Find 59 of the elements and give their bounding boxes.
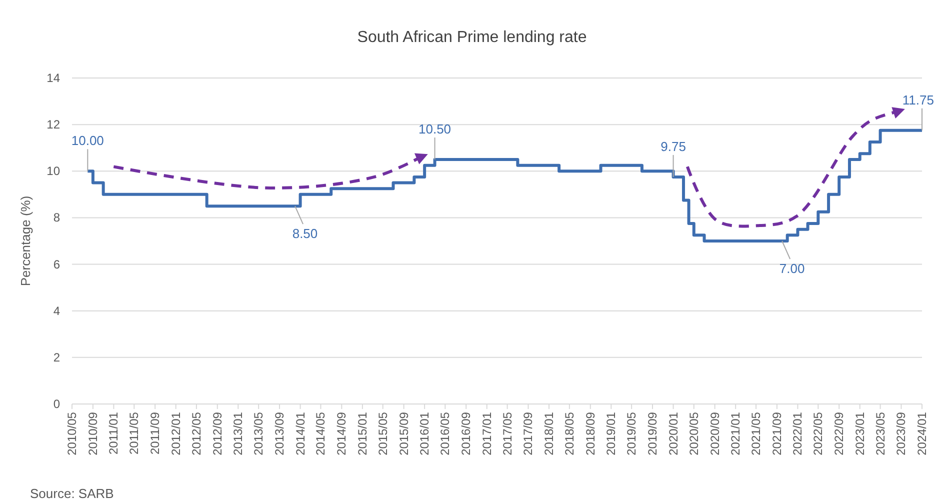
x-tick-label: 2011/05 <box>127 412 142 454</box>
x-tick-label: 2019/09 <box>646 412 660 456</box>
x-tick-label: 2016/01 <box>418 412 432 456</box>
x-tick-label: 2017/05 <box>500 412 514 456</box>
x-tick-label: 2021/09 <box>770 412 784 456</box>
x-tick-label: 2023/01 <box>852 412 867 456</box>
x-tick-label: 2018/05 <box>562 412 576 456</box>
x-tick-label: 2015/09 <box>396 412 411 456</box>
x-tick-label: 2012/05 <box>189 412 204 456</box>
chart-title: South African Prime lending rate <box>357 29 587 46</box>
data-label: 10.50 <box>418 122 452 136</box>
x-tick-label: 2022/05 <box>811 412 826 456</box>
x-tick-label: 2013/09 <box>272 412 287 456</box>
x-tick-label: 2019/01 <box>604 412 618 456</box>
x-tick-label: 2023/09 <box>894 412 908 456</box>
data-label: 11.75 <box>902 92 934 108</box>
y-tick-label: 4 <box>53 304 60 318</box>
y-tick-label: 12 <box>46 118 60 132</box>
y-tick-label: 8 <box>53 210 60 225</box>
x-tick-label: 2023/05 <box>873 412 888 456</box>
x-tick-label: 2011/01 <box>106 412 121 454</box>
x-tick-label: 2012/09 <box>210 412 224 456</box>
x-tick-label: 2022/09 <box>832 412 846 456</box>
x-tick-label: 2014/09 <box>334 412 349 456</box>
y-tick-label: 0 <box>53 397 60 411</box>
y-tick-label: 10 <box>46 164 60 178</box>
x-tick-label: 2010/09 <box>86 412 100 456</box>
x-tick-label: 2018/09 <box>583 412 598 456</box>
x-tick-label: 2013/01 <box>231 412 246 456</box>
x-tick-label: 2014/05 <box>314 412 328 456</box>
data-label: 10.00 <box>71 133 104 148</box>
x-tick-label: 2017/09 <box>521 412 536 456</box>
x-tick-label: 2014/01 <box>293 412 308 456</box>
x-tick-label: 2015/05 <box>376 412 390 456</box>
y-tick-label: 6 <box>53 257 60 272</box>
x-tick-label: 2016/05 <box>438 412 452 456</box>
y-axis-title: Percentage (%) <box>18 196 33 286</box>
x-tick-label: 2011/09 <box>148 412 162 454</box>
x-tick-label: 2022/01 <box>790 412 805 456</box>
data-label: 8.50 <box>292 226 318 242</box>
x-tick-label: 2018/01 <box>542 412 556 456</box>
x-tick-label: 2010/05 <box>65 412 79 456</box>
x-tick-label: 2017/01 <box>480 412 494 456</box>
x-tick-label: 2020/01 <box>666 412 680 456</box>
x-tick-label: 2024/01 <box>915 412 929 456</box>
x-tick-label: 2012/01 <box>168 412 183 456</box>
x-tick-label: 2021/05 <box>749 412 764 456</box>
data-label: 9.75 <box>660 138 686 154</box>
x-tick-label: 2016/09 <box>459 412 474 456</box>
x-tick-label: 2021/01 <box>728 412 743 456</box>
x-tick-label: 2015/01 <box>355 412 370 456</box>
y-tick-label: 14 <box>46 71 60 85</box>
x-tick-label: 2013/05 <box>252 412 266 456</box>
y-tick-label: 2 <box>53 350 60 364</box>
x-tick-label: 2019/05 <box>624 412 639 456</box>
x-tick-label: 2020/09 <box>708 412 722 456</box>
x-tick-label: 2020/05 <box>686 412 701 456</box>
source-note: Source: SARB <box>30 486 114 501</box>
data-label: 7.00 <box>779 261 805 276</box>
